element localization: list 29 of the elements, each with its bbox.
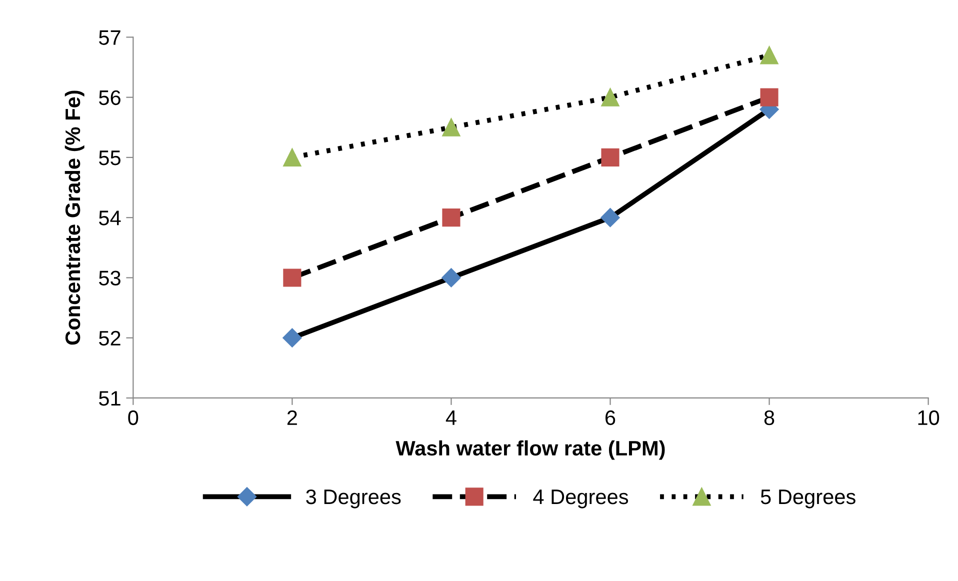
x-tick-label: 2 [287,410,297,425]
x-tick-label: 6 [606,410,616,426]
point [442,208,460,227]
point [600,208,620,228]
x-tick-label: 0 [128,410,138,426]
y-tick-label: 57 [99,30,120,45]
x-tick-label: 10 [918,410,940,426]
point [442,118,460,136]
legend-label: 4 Degrees [533,490,628,508]
point [760,46,778,64]
y-tick-label: 53 [99,270,120,286]
x-tick-label: 4 [446,410,456,425]
point [442,268,461,288]
point [283,268,302,287]
point [601,148,620,166]
x-tick-label: 8 [764,410,774,426]
y-tick-label: 51 [99,391,120,406]
point [283,148,302,166]
legend-label: 3 Degrees [306,489,401,508]
y-axis-title: Concentrate Grade (% Fe) [64,90,84,345]
point [760,88,778,106]
y-tick-label: 56 [99,90,120,106]
y-tick-label: 55 [99,150,120,166]
y-tick-label: 52 [99,330,120,346]
y-tick-label: 54 [99,210,121,226]
point [282,328,302,348]
point [601,88,620,106]
x-axis-title: Wash water flow rate (LPM) [396,440,665,460]
legend-label: 5 Degrees [760,490,856,508]
